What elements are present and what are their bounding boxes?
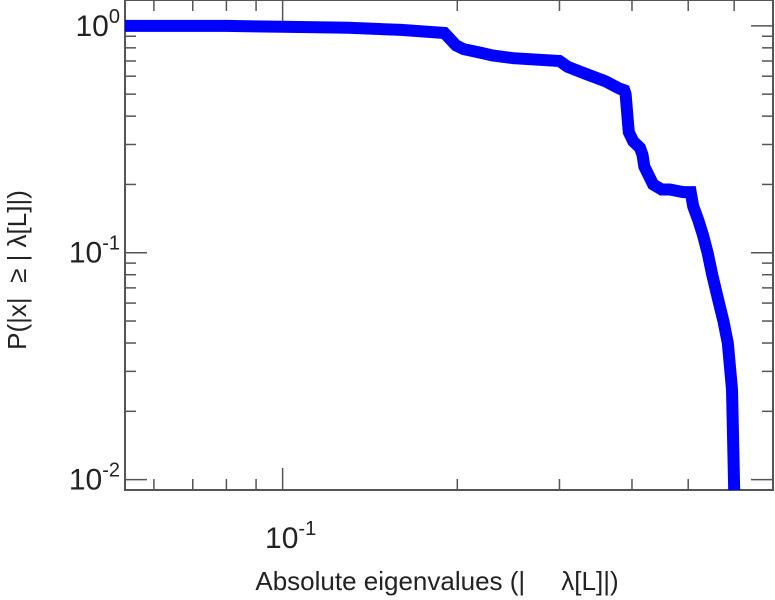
x-tick-label: 10-1 (265, 518, 316, 555)
y-tick-label: 10-2 (69, 460, 120, 497)
plot-frame (124, 0, 774, 491)
y-tick-label: 10-1 (69, 233, 120, 270)
x-axis-label: Absolute eigenvalues (| λ[L]|) (255, 566, 618, 596)
y-tick-label: 100 (76, 6, 121, 43)
series-group (125, 19, 741, 491)
y-axis-label: P(|x| ≥ | λ[L]|) (2, 190, 32, 350)
series-line-0 (125, 19, 741, 491)
axis-ticks (125, 0, 774, 490)
tick-labels: 100 10-1 10-2 10-1 (69, 6, 316, 555)
